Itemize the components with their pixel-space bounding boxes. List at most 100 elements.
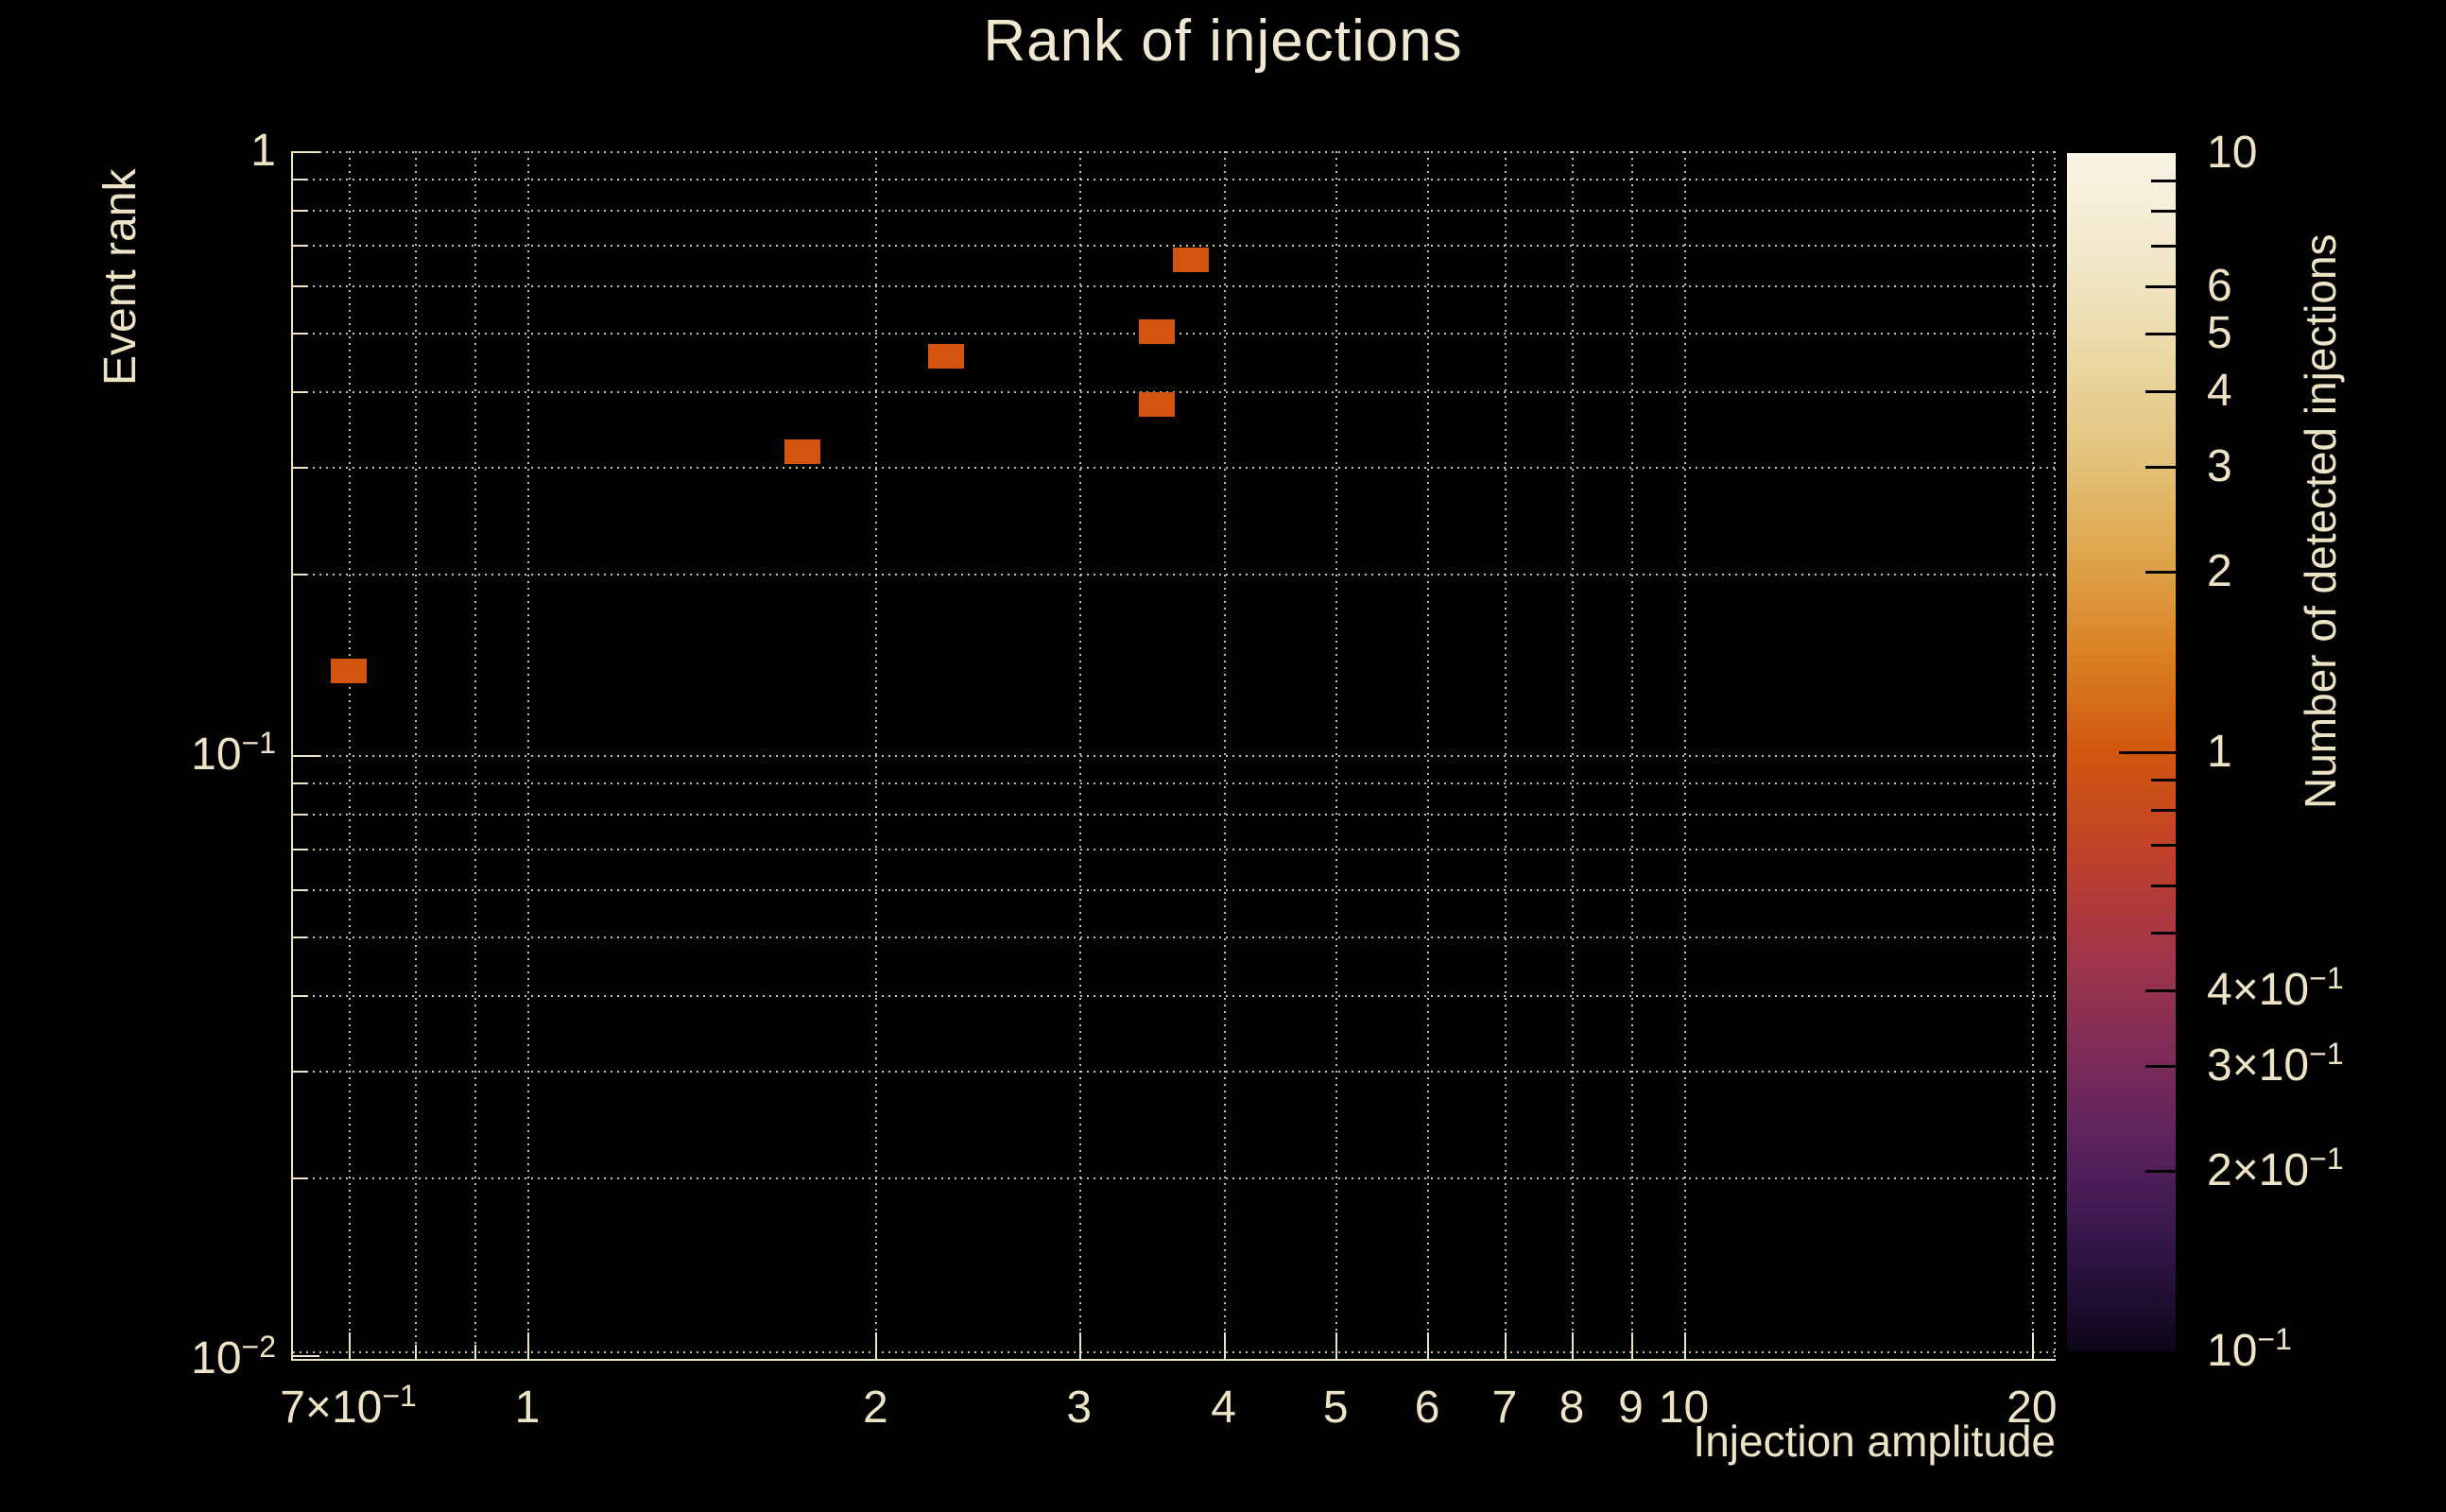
gridline-y — [293, 848, 2056, 850]
y-tick-mark — [293, 244, 307, 247]
x-tick-label: 4 — [1211, 1383, 1236, 1433]
colorbar-title: Number of detected injections — [2296, 233, 2345, 809]
y-tick-mark — [293, 333, 307, 335]
gridline-x — [1505, 151, 1507, 1359]
x-tick-label: 9 — [1618, 1383, 1644, 1433]
x-tick-mark — [474, 1345, 477, 1359]
plot-right-edge — [2054, 151, 2056, 1359]
y-tick-mark — [293, 179, 307, 181]
gridline-x — [348, 151, 351, 1359]
x-tick-label: 6 — [1414, 1383, 1440, 1433]
colorbar-tick-label: 4 — [2207, 366, 2232, 417]
colorbar-minor-tick — [2151, 884, 2176, 887]
data-bin — [784, 438, 821, 464]
colorbar-tick — [2145, 284, 2176, 288]
x-tick-mark — [1335, 1332, 1338, 1359]
gridline-y — [293, 813, 2056, 816]
colorbar-minor-tick — [2151, 245, 2176, 249]
y-axis-title: Event rank — [95, 168, 146, 386]
x-tick-mark — [2031, 1332, 2034, 1359]
y-tick-label: 10−1 — [191, 726, 276, 780]
colorbar-tick-label: 5 — [2207, 307, 2232, 358]
gridline-x — [474, 151, 477, 1359]
x-tick-mark — [1223, 1332, 1226, 1359]
colorbar-tick-label: 1 — [2207, 727, 2232, 777]
colorbar-tick-label: 3 — [2207, 440, 2232, 491]
gridline-x — [1223, 151, 1226, 1359]
x-tick-mark — [1630, 1332, 1633, 1359]
colorbar-tick — [2145, 1170, 2176, 1174]
colorbar-tick-label: 2 — [2207, 546, 2232, 597]
gridline-y — [293, 782, 2056, 785]
colorbar-tick — [2119, 751, 2176, 754]
colorbar-minor-tick — [2151, 844, 2176, 848]
colorbar-tick-label: 10 — [2207, 128, 2258, 178]
x-tick-label: 1 — [514, 1383, 541, 1433]
colorbar-tick-label: 3×10−1 — [2207, 1036, 2344, 1091]
y-tick-mark — [293, 848, 307, 850]
y-tick-mark — [293, 813, 307, 816]
x-tick-mark — [1078, 1332, 1081, 1359]
y-tick-mark — [293, 995, 307, 998]
x-tick-label: 7×10−1 — [280, 1379, 417, 1433]
gridline-y — [293, 1351, 2056, 1353]
gridline-x — [1571, 151, 1574, 1359]
plot-area — [291, 151, 2056, 1361]
y-tick-label: 10−2 — [191, 1330, 276, 1383]
data-bin — [927, 344, 964, 369]
gridline-y — [293, 1177, 2056, 1179]
y-tick-mark — [293, 936, 307, 939]
colorbar-tick — [2145, 332, 2176, 335]
gridline-y — [293, 151, 2056, 153]
colorbar-minor-tick — [2151, 180, 2176, 182]
colorbar-tick-label: 4×10−1 — [2207, 961, 2344, 1016]
data-bin — [1138, 391, 1175, 417]
gridline-x — [1630, 151, 1633, 1359]
colorbar-tick-label: 10−1 — [2207, 1322, 2292, 1376]
colorbar-tick — [2145, 1064, 2176, 1068]
gridline-y — [293, 1071, 2056, 1074]
gridline-x — [1683, 151, 1686, 1359]
gridline-x — [875, 151, 878, 1359]
gridline-y — [293, 573, 2056, 576]
gridline-x — [527, 151, 530, 1359]
colorbar-minor-tick — [2151, 809, 2176, 813]
x-tick-mark — [1427, 1332, 1430, 1359]
gridline-x — [1335, 151, 1338, 1359]
x-tick-label: 10 — [1658, 1383, 1710, 1433]
colorbar-tick-label: 6 — [2207, 260, 2232, 311]
y-tick-mark — [293, 391, 307, 394]
gridline-x — [1078, 151, 1081, 1359]
colorbar — [2067, 153, 2176, 1351]
gridline-y — [293, 755, 2056, 757]
gridline-x — [415, 151, 418, 1359]
y-tick-mark — [293, 888, 307, 891]
x-tick-mark — [1571, 1332, 1574, 1359]
colorbar-tick — [2145, 989, 2176, 993]
colorbar-minor-tick — [2151, 931, 2176, 935]
y-tick-mark — [293, 1355, 319, 1357]
y-tick-mark — [293, 755, 319, 757]
y-tick-mark — [293, 1071, 307, 1074]
gridline-y — [293, 284, 2056, 287]
x-tick-mark — [1683, 1332, 1686, 1359]
gridline-y — [293, 936, 2056, 939]
y-tick-mark — [293, 782, 307, 785]
gridline-y — [293, 179, 2056, 181]
x-tick-label: 7 — [1491, 1383, 1518, 1433]
x-tick-label: 2 — [862, 1383, 888, 1433]
x-tick-mark — [348, 1332, 351, 1359]
gridline-y — [293, 995, 2056, 998]
x-tick-mark — [1505, 1332, 1507, 1359]
data-bin — [330, 658, 367, 683]
gridline-x — [1427, 151, 1430, 1359]
x-tick-mark — [415, 1345, 418, 1359]
y-tick-mark — [293, 1177, 307, 1179]
x-tick-mark — [527, 1332, 530, 1359]
page-title: Rank of injections — [983, 9, 1463, 74]
colorbar-tick — [2145, 465, 2176, 469]
y-tick-mark — [293, 284, 307, 287]
x-tick-label: 8 — [1559, 1383, 1585, 1433]
x-tick-label: 3 — [1066, 1383, 1093, 1433]
